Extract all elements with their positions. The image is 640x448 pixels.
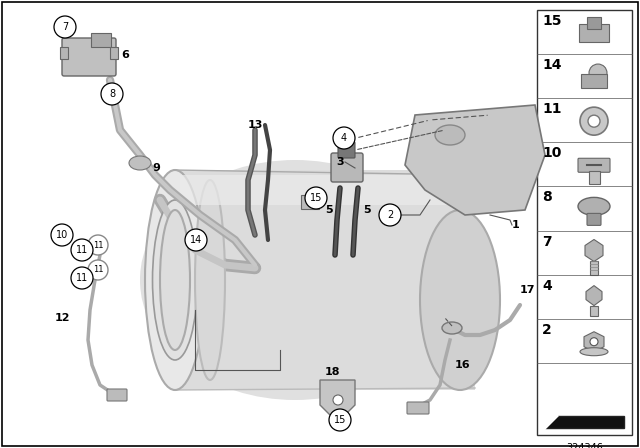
Text: 6: 6 [121,50,129,60]
Text: 18: 18 [325,367,340,377]
Circle shape [88,260,108,280]
Ellipse shape [435,125,465,145]
FancyBboxPatch shape [581,74,607,88]
Circle shape [54,16,76,38]
FancyBboxPatch shape [587,213,601,225]
Text: 10: 10 [542,146,561,160]
Circle shape [379,204,401,226]
FancyBboxPatch shape [578,158,610,172]
Bar [590,262,598,276]
Text: 2: 2 [387,210,393,220]
Polygon shape [586,286,602,306]
Ellipse shape [152,200,198,360]
Ellipse shape [129,156,151,170]
Text: 8: 8 [109,89,115,99]
Circle shape [305,187,327,209]
Bar [175,170,475,390]
FancyBboxPatch shape [62,38,116,76]
FancyBboxPatch shape [110,47,118,59]
Polygon shape [405,105,545,215]
Ellipse shape [580,348,608,356]
Text: 4: 4 [542,279,552,293]
Circle shape [590,338,598,346]
Text: 12: 12 [55,313,70,323]
FancyBboxPatch shape [301,195,319,209]
Circle shape [71,239,93,261]
Text: 11: 11 [76,273,88,283]
Ellipse shape [145,170,205,390]
Text: 10: 10 [56,230,68,240]
Circle shape [101,83,123,105]
Text: 11: 11 [76,245,88,255]
Text: 11: 11 [93,241,103,250]
FancyBboxPatch shape [579,24,609,42]
Text: 14: 14 [542,58,561,72]
FancyBboxPatch shape [107,389,127,401]
Text: 11: 11 [542,102,561,116]
Text: 9: 9 [152,163,160,173]
Polygon shape [585,240,603,262]
Bar [537,10,632,435]
Text: 13: 13 [248,120,264,130]
Text: 8: 8 [542,190,552,204]
Text: 15: 15 [334,415,346,425]
Text: 1: 1 [512,220,520,230]
Circle shape [333,395,343,405]
FancyBboxPatch shape [331,153,363,182]
Text: 14: 14 [190,235,202,245]
Text: 3: 3 [336,157,344,167]
Circle shape [71,267,93,289]
Circle shape [88,235,108,255]
FancyBboxPatch shape [60,47,68,59]
Circle shape [333,127,355,149]
Text: 5: 5 [325,205,333,215]
Text: 7: 7 [542,235,552,249]
Polygon shape [545,416,624,428]
FancyBboxPatch shape [407,402,429,414]
Text: 2: 2 [542,323,552,337]
Text: 5: 5 [363,205,371,215]
Text: 324346: 324346 [566,443,603,448]
Circle shape [580,107,608,135]
Text: 15: 15 [310,193,322,203]
Circle shape [588,115,600,127]
Ellipse shape [420,210,500,390]
FancyBboxPatch shape [338,142,355,158]
FancyBboxPatch shape [587,17,601,29]
Text: 17: 17 [520,285,536,295]
Text: 11: 11 [93,266,103,275]
Text: 4: 4 [341,133,347,143]
Bar [590,306,598,315]
Ellipse shape [442,322,462,334]
Text: 16: 16 [455,360,470,370]
FancyBboxPatch shape [91,33,111,47]
Polygon shape [320,380,355,415]
Polygon shape [584,332,604,352]
Circle shape [51,224,73,246]
Ellipse shape [578,198,610,215]
Ellipse shape [160,210,190,350]
Circle shape [589,64,607,82]
Text: 15: 15 [542,14,561,28]
Ellipse shape [140,160,450,400]
FancyBboxPatch shape [180,175,460,205]
Circle shape [185,229,207,251]
Circle shape [329,409,351,431]
Text: 7: 7 [62,22,68,32]
Ellipse shape [195,180,225,380]
FancyBboxPatch shape [589,171,600,184]
